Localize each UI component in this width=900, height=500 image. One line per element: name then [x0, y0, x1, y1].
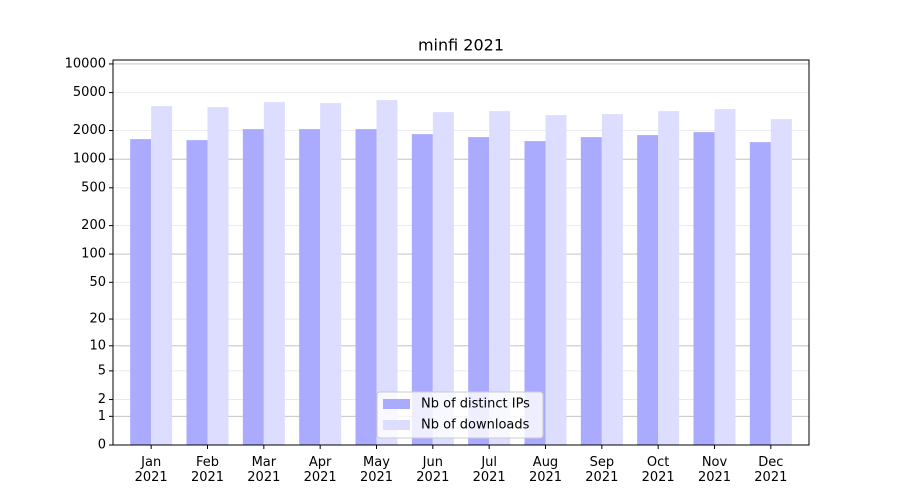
x-tick-label: Oct 2021: [642, 455, 675, 485]
y-tick-label: 5: [98, 363, 106, 378]
x-tick-label: Nov 2021: [698, 455, 731, 485]
x-tick-label: Aug 2021: [529, 455, 562, 485]
bar: [299, 129, 321, 445]
bar: [770, 119, 792, 445]
x-tick-label: Dec 2021: [754, 455, 787, 485]
bar: [601, 114, 623, 445]
y-tick-label: 10: [89, 338, 106, 353]
bar: [489, 111, 511, 445]
bar: [320, 103, 342, 445]
bar: [580, 137, 602, 445]
bar: [130, 139, 152, 445]
legend-box: [376, 391, 544, 439]
legend-swatch: [383, 399, 410, 409]
legend-label: Nb of downloads: [421, 418, 530, 433]
bar: [186, 140, 208, 445]
y-tick-label: 2: [98, 392, 106, 407]
y-tick-label: 1000: [73, 152, 106, 167]
bar: [151, 106, 173, 445]
y-tick-label: 200: [81, 218, 106, 233]
legend: Nb of distinct IPs Nb of downloads: [376, 391, 544, 439]
x-tick-label: Jan 2021: [135, 455, 168, 485]
y-tick-label: 5000: [73, 85, 106, 100]
x-tick-label: Feb 2021: [191, 455, 224, 485]
bar: [242, 129, 264, 445]
bar: [355, 129, 377, 445]
bar: [376, 100, 398, 446]
x-tick-label: May 2021: [360, 455, 393, 485]
y-tick-label: 100: [81, 247, 106, 262]
bar: [714, 109, 736, 446]
bar: [468, 137, 490, 445]
x-tick-label: Mar 2021: [247, 455, 280, 485]
legend-swatch: [383, 420, 410, 430]
x-tick-label: Apr 2021: [304, 455, 337, 485]
bar: [693, 132, 715, 445]
bar: [524, 141, 546, 446]
y-tick-label: 20: [89, 312, 106, 327]
y-tick-label: 500: [81, 180, 106, 195]
plot-frame: [112, 59, 810, 446]
bar: [432, 112, 454, 445]
bar: [637, 135, 659, 445]
bar: [263, 102, 285, 445]
bar: [658, 111, 680, 445]
legend-label: Nb of distinct IPs: [421, 397, 530, 412]
chart-title: minfi 2021: [418, 36, 504, 55]
y-tick-label: 0: [98, 438, 106, 453]
bar: [207, 107, 229, 445]
x-tick-label: Sep 2021: [585, 455, 618, 485]
y-tick-label: 50: [89, 275, 106, 290]
y-tick-label: 10000: [65, 56, 106, 71]
x-tick-label: Jun 2021: [416, 455, 449, 485]
bar: [411, 134, 433, 445]
x-tick-label: Jul 2021: [473, 455, 506, 485]
y-tick-label: 2000: [73, 123, 106, 138]
bar: [749, 142, 771, 445]
bar: [545, 115, 567, 445]
y-tick-label: 1: [98, 409, 106, 424]
